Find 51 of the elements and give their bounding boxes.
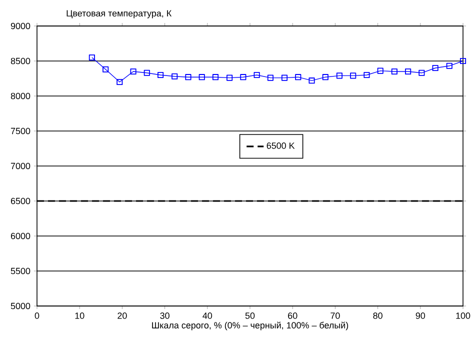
x-tick-label: 10 <box>75 312 84 319</box>
x-tick-label: 0 <box>34 312 40 319</box>
point <box>460 58 466 64</box>
x-tick-label: 50 <box>245 312 255 319</box>
point <box>185 74 192 80</box>
y-tick-label: 8000 <box>10 92 30 100</box>
point <box>267 74 274 81</box>
x-tick-label: 70 <box>330 312 340 319</box>
point <box>130 68 136 75</box>
point <box>295 74 302 80</box>
x-tick-label: 100 <box>456 312 470 319</box>
x-tick-label: 80 <box>373 312 382 319</box>
point <box>391 68 398 75</box>
point <box>432 64 438 72</box>
point <box>144 70 150 76</box>
point <box>102 66 109 72</box>
point <box>226 74 233 81</box>
y-tick-label: 6000 <box>10 232 30 240</box>
y-tick-label: 5000 <box>10 302 30 310</box>
point <box>88 54 95 61</box>
point <box>446 62 452 69</box>
point <box>281 74 288 81</box>
x-tick-label: 30 <box>160 312 170 319</box>
point <box>254 72 260 78</box>
x-tick-label: 20 <box>118 312 127 319</box>
point <box>308 78 315 84</box>
point <box>158 72 164 78</box>
y-tick-label: 5500 <box>10 268 30 274</box>
x-tick-label: 40 <box>202 312 212 319</box>
x-axis-title: Шкала серого, % (0% – черный, 100% – белый) <box>152 322 348 330</box>
point <box>198 74 205 80</box>
point <box>405 68 412 75</box>
point <box>364 72 370 78</box>
y-tick-label: 8500 <box>10 58 30 64</box>
x-tick-label: 60 <box>288 312 298 319</box>
point <box>322 74 328 80</box>
y-axis-title: Цветовая температура, К <box>66 10 172 18</box>
point <box>418 70 425 76</box>
point <box>240 74 246 80</box>
point <box>212 74 219 80</box>
y-tick-label: 7000 <box>10 162 30 170</box>
point <box>116 78 123 86</box>
point <box>350 72 356 79</box>
y-tick-label: 7500 <box>10 128 30 134</box>
point <box>172 73 178 80</box>
point <box>377 68 384 74</box>
y-tick-label: 9000 <box>10 22 30 30</box>
legend-label: 6500 K <box>266 142 295 149</box>
x-tick-label: 90 <box>416 312 426 319</box>
y-tick-label: 6500 <box>10 198 30 204</box>
point <box>336 72 343 79</box>
